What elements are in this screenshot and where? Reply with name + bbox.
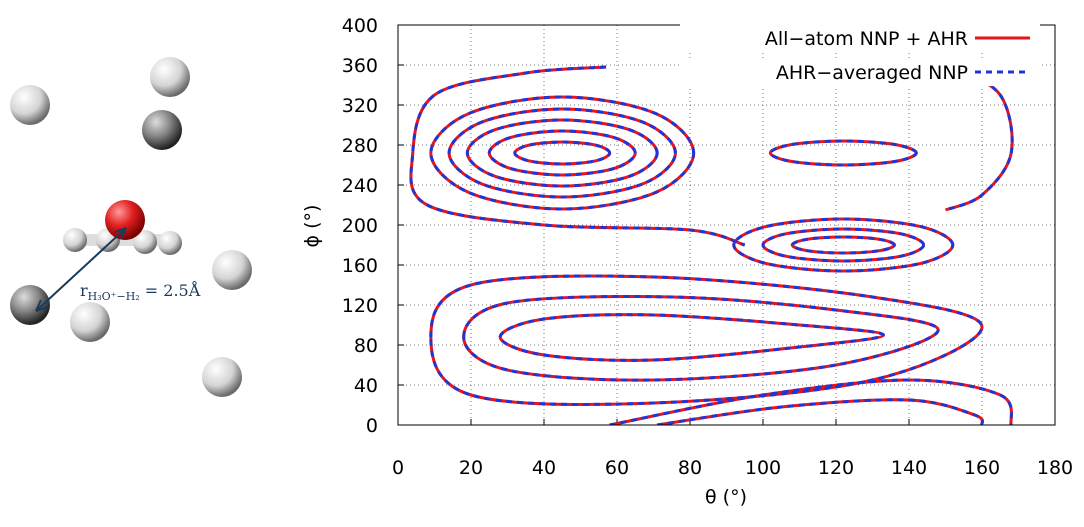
contour-line <box>465 118 659 188</box>
plot-area <box>409 65 1014 425</box>
x-tick-label: 100 <box>745 457 781 479</box>
x-tick-label: 140 <box>891 457 927 479</box>
y-tick-label: 400 <box>342 15 378 37</box>
distance-label: rH₃O⁺−H₂ = 2.5Å <box>80 280 201 303</box>
contour-line <box>447 107 677 199</box>
contour-line <box>732 217 955 273</box>
x-tick-label: 0 <box>392 457 404 479</box>
y-tick-label: 360 <box>342 55 378 77</box>
contour-line <box>498 313 885 362</box>
contour-line <box>768 139 918 167</box>
y-tick-label: 320 <box>342 95 378 117</box>
molecule-image: rH₃O⁺−H₂ = 2.5Å <box>10 57 252 397</box>
y-tick-label: 40 <box>354 375 378 397</box>
contour-line <box>944 65 1014 212</box>
contour-line <box>462 295 940 382</box>
contour-line <box>429 274 984 406</box>
y-tick-label: 120 <box>342 295 378 317</box>
contour-line <box>656 398 984 425</box>
y-tick-label: 0 <box>366 415 378 437</box>
contour-line <box>790 235 896 255</box>
contour-line <box>944 65 1014 212</box>
y-tick-label: 280 <box>342 135 378 157</box>
contour-line <box>429 95 696 211</box>
contour-line <box>498 313 885 362</box>
contour-line <box>732 217 955 273</box>
x-tick-label: 160 <box>964 457 1000 479</box>
x-tick-label: 20 <box>459 457 483 479</box>
y-tick-label: 200 <box>342 215 378 237</box>
y-tick-label: 160 <box>342 255 378 277</box>
x-tick-label: 60 <box>605 457 629 479</box>
y-axis-title: ϕ (°) <box>301 205 323 248</box>
contour-line <box>487 129 637 177</box>
contour-line <box>409 65 746 247</box>
x-tick-label: 40 <box>532 457 556 479</box>
x-tick-label: 120 <box>818 457 854 479</box>
x-tick-label: 180 <box>1037 457 1073 479</box>
contour-line <box>513 140 612 166</box>
y-tick-label: 240 <box>342 175 378 197</box>
x-tick-label: 80 <box>678 457 702 479</box>
legend-label: AHR−averaged NNP <box>776 62 968 84</box>
x-axis-title: θ (°) <box>705 486 747 508</box>
contour-line <box>609 378 1013 425</box>
legend-label: All−atom NNP + AHR <box>765 28 968 50</box>
contour-line <box>761 227 926 263</box>
y-tick-label: 80 <box>354 335 378 357</box>
